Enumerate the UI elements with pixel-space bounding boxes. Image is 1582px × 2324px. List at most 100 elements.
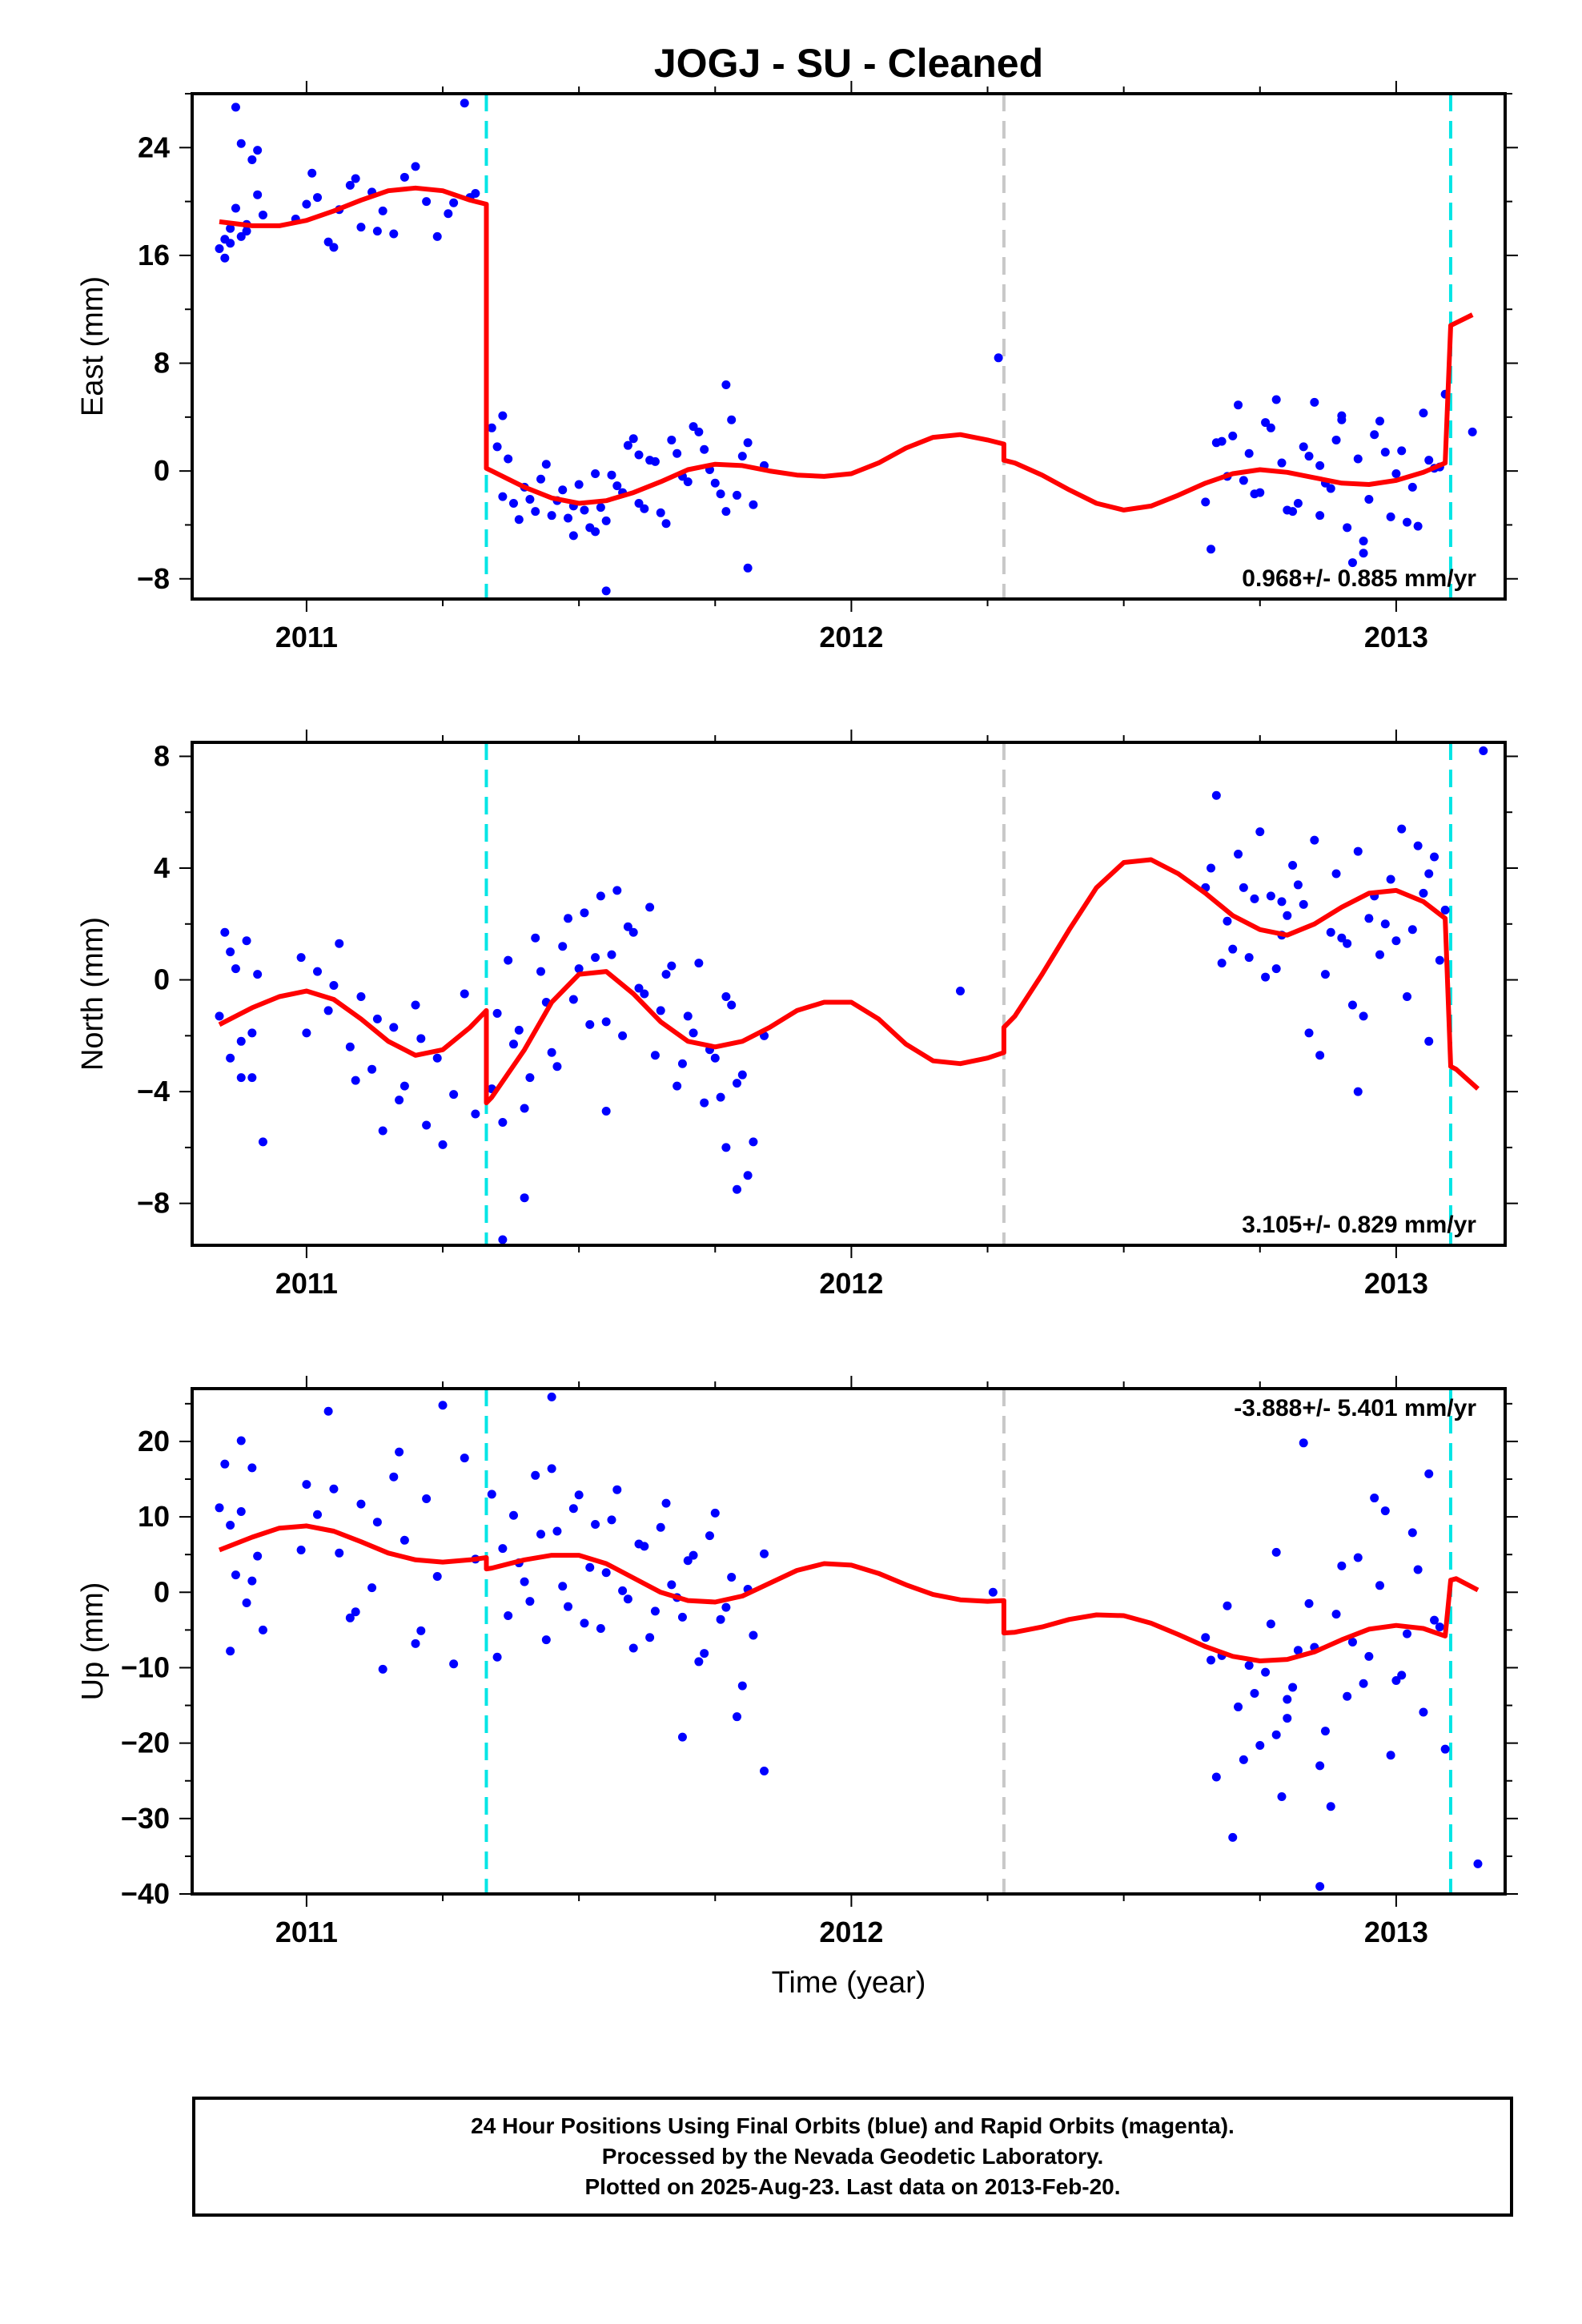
data-point <box>215 1011 224 1021</box>
data-point <box>1364 494 1374 504</box>
data-point <box>1326 1802 1335 1811</box>
data-point <box>307 168 317 178</box>
data-point <box>1343 1691 1352 1701</box>
data-point <box>416 1626 426 1635</box>
data-point <box>568 531 578 541</box>
data-point <box>628 927 638 937</box>
data-point <box>1271 395 1281 404</box>
data-point <box>661 970 671 979</box>
data-point <box>640 989 649 999</box>
data-point <box>231 203 240 213</box>
data-point <box>247 155 257 164</box>
panel-frame <box>191 741 1507 1247</box>
velocity-label: -3.888+/- 5.401 mm/yr <box>1234 1395 1476 1421</box>
data-point <box>367 1064 377 1074</box>
data-point <box>705 1531 714 1541</box>
data-point <box>215 244 224 254</box>
data-point <box>492 1652 502 1662</box>
data-point <box>1419 408 1428 418</box>
data-point <box>432 1572 442 1582</box>
data-point <box>1430 852 1439 862</box>
data-point <box>661 519 671 529</box>
data-point <box>727 415 737 424</box>
data-point <box>508 1510 518 1520</box>
data-point <box>231 103 240 112</box>
data-point <box>236 1073 246 1083</box>
data-point <box>574 964 584 974</box>
data-point <box>607 1515 616 1525</box>
data-point <box>395 1096 404 1105</box>
x-tick-label: 2012 <box>819 1267 883 1300</box>
data-point <box>1261 1667 1271 1677</box>
data-point <box>247 1073 257 1083</box>
data-point <box>1343 523 1352 533</box>
data-point <box>351 1607 360 1617</box>
data-point <box>253 146 263 155</box>
panel-plot-area <box>215 1389 1483 1894</box>
data-point <box>1244 1661 1254 1671</box>
data-point <box>1353 846 1363 856</box>
data-point <box>422 1494 432 1504</box>
data-point <box>558 1582 568 1591</box>
data-point <box>580 505 589 515</box>
data-point <box>487 423 496 432</box>
data-point <box>1283 1714 1292 1723</box>
data-point <box>694 1657 704 1667</box>
data-point <box>1304 1028 1314 1038</box>
data-point <box>1413 521 1423 531</box>
y-tick-label: 4 <box>154 851 170 884</box>
data-point <box>710 1053 720 1063</box>
y-tick-label: 24 <box>138 131 170 163</box>
data-point <box>1315 1761 1325 1771</box>
data-point <box>1239 883 1248 892</box>
data-point <box>673 448 682 458</box>
data-point <box>329 1484 339 1494</box>
data-point <box>498 1117 508 1127</box>
data-point <box>1271 1547 1281 1557</box>
data-point <box>1419 1707 1428 1717</box>
data-point <box>634 499 644 509</box>
y-tick-label: 0 <box>154 1575 170 1608</box>
data-point <box>1315 1882 1325 1892</box>
y-tick-label: −8 <box>137 1187 170 1220</box>
data-point <box>323 1406 333 1416</box>
data-point <box>677 1612 687 1622</box>
data-point <box>623 440 632 450</box>
data-point <box>220 253 230 263</box>
x-tick-label: 2012 <box>819 1916 883 1948</box>
data-point <box>1479 746 1488 755</box>
data-point <box>1266 423 1275 432</box>
data-point <box>1234 1702 1243 1711</box>
data-point <box>1353 1087 1363 1096</box>
data-point <box>253 1551 263 1561</box>
data-point <box>1271 964 1281 974</box>
data-point <box>645 1633 655 1642</box>
data-point <box>541 1635 551 1645</box>
data-point <box>1353 454 1363 464</box>
y-tick-label: 10 <box>138 1500 170 1533</box>
data-point <box>416 1034 426 1043</box>
data-point <box>514 515 524 525</box>
data-point <box>1370 1494 1379 1503</box>
data-point <box>356 223 366 232</box>
data-point <box>313 1510 323 1519</box>
data-point <box>591 469 600 479</box>
data-point <box>547 1392 556 1401</box>
data-point <box>1211 790 1221 800</box>
data-point <box>716 1092 725 1102</box>
data-point <box>531 1470 540 1480</box>
data-point <box>1283 505 1292 515</box>
data-point <box>1386 875 1395 884</box>
data-point <box>400 1535 409 1545</box>
data-point <box>564 1602 573 1611</box>
footer-info-box: 24 Hour Positions Using Final Orbits (bl… <box>192 2097 1513 2217</box>
data-point <box>612 886 622 895</box>
data-point <box>1310 835 1319 845</box>
data-point <box>345 1042 355 1051</box>
data-point <box>258 1137 267 1147</box>
data-point <box>1413 841 1423 850</box>
data-point <box>508 499 518 509</box>
data-point <box>1261 972 1271 982</box>
panel-2: 2011 2012 2013 −40 −30 −20 −10 0 10 20 Up (mm) -3.8… <box>76 1376 1518 1948</box>
data-point <box>372 1014 382 1023</box>
